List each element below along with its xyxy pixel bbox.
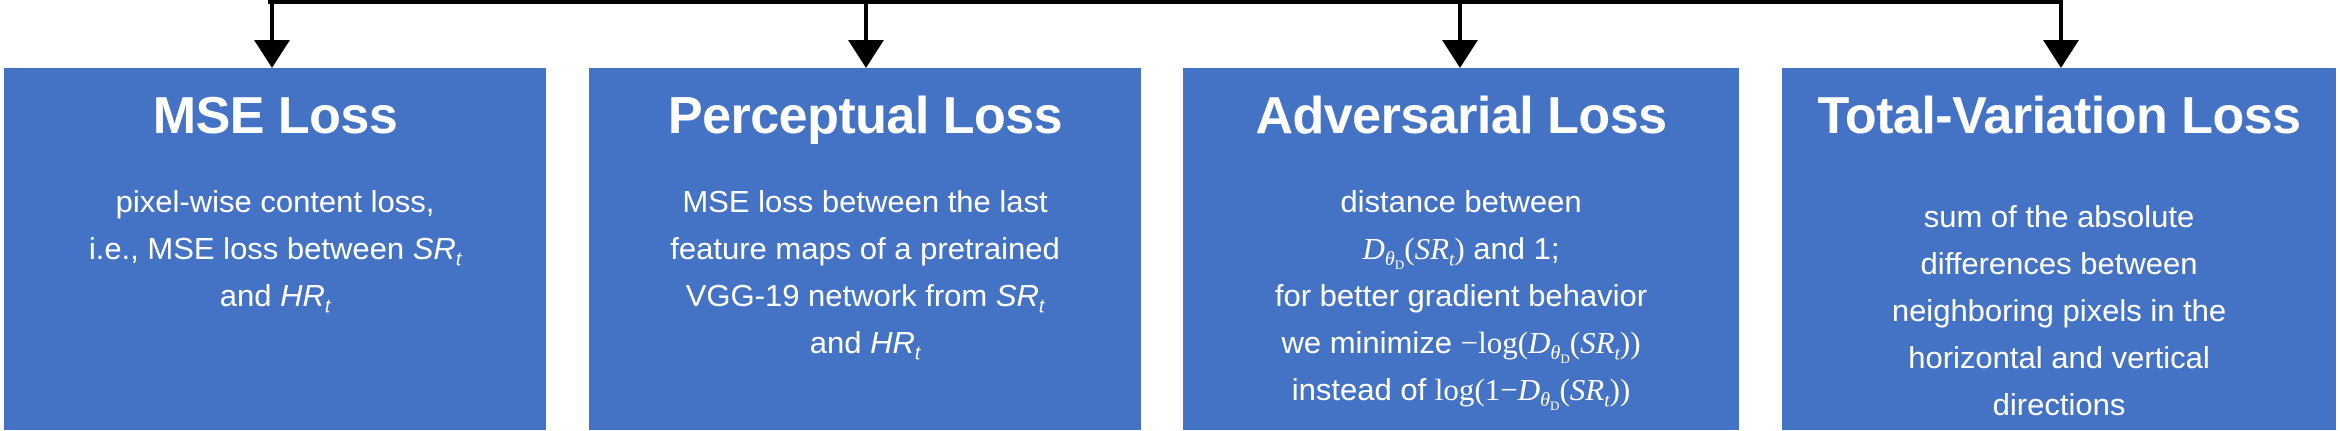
total-variation-loss-description: sum of the absolute differences between … — [1782, 193, 2336, 428]
math-sub-d: D — [1394, 256, 1405, 272]
total-variation-loss-box: Total-Variation Loss sum of the absolute… — [1782, 68, 2336, 430]
math-sub-d: D — [1550, 397, 1560, 413]
perceptual-line-2: feature maps of a pretrained — [670, 231, 1060, 266]
adversarial-line-2: DθD(SRt) and 1; — [1183, 225, 1739, 272]
total-variation-loss-title: Total-Variation Loss — [1817, 87, 2301, 145]
math-d: D — [1517, 372, 1541, 407]
perceptual-loss-description: MSE loss between the last feature maps o… — [589, 178, 1141, 366]
math-sub-t: t — [914, 343, 921, 365]
mse-loss-box: MSE Loss pixel-wise content loss, i.e., … — [4, 68, 546, 430]
math-lparen: ( — [1559, 372, 1570, 407]
perceptual-line-4-text: and — [809, 325, 871, 360]
perceptual-loss-box: Perceptual Loss MSE loss between the las… — [589, 68, 1141, 430]
math-rparen2: )) — [1619, 325, 1641, 360]
mse-line-2-text: i.e., MSE loss between — [88, 231, 413, 266]
tv-line-1: sum of the absolute — [1923, 199, 2195, 234]
math-sub-t: t — [455, 249, 462, 271]
math-sub-t: t — [324, 296, 331, 318]
math-minus-log: −log( — [1460, 325, 1529, 360]
mse-loss-title: MSE Loss — [152, 87, 398, 145]
mse-line-3: and HRt — [4, 272, 546, 319]
adversarial-line-1: distance between — [1340, 184, 1582, 219]
math-sr: SR — [1414, 231, 1450, 266]
math-sub-theta-d: θD — [1540, 389, 1560, 413]
adversarial-loss-box: Adversarial Loss distance between DθD(SR… — [1183, 68, 1739, 430]
math-lparen: ( — [1569, 325, 1581, 360]
tv-line-2: differences between — [1920, 246, 2198, 281]
tv-line-3: neighboring pixels in the — [1891, 293, 2227, 328]
arrowhead-total-variation — [2043, 40, 2079, 68]
adversarial-line-4: we minimize −log(DθD(SRt)) — [1183, 319, 1739, 366]
math-sr: SR — [1569, 372, 1605, 407]
perceptual-loss-title: Perceptual Loss — [667, 87, 1063, 145]
math-lparen: ( — [1404, 231, 1415, 266]
math-hr: HR — [280, 278, 325, 313]
math-sr: SR — [995, 278, 1039, 313]
math-sr: SR — [1580, 325, 1615, 360]
math-sub-t: t — [1604, 390, 1610, 412]
math-rparen: ) — [1454, 231, 1465, 266]
tv-line-4: horizontal and vertical — [1908, 340, 2210, 375]
perceptual-line-3: VGG-19 network from SRt — [589, 272, 1141, 319]
math-log1: log(1− — [1434, 372, 1518, 407]
perceptual-line-1: MSE loss between the last — [682, 184, 1048, 219]
math-expr-d-sr: DθD(SRt) — [1362, 231, 1465, 271]
math-d: D — [1362, 231, 1385, 266]
adversarial-line-5-text: instead of — [1291, 372, 1435, 407]
arrowhead-adversarial — [1442, 40, 1478, 68]
mse-line-2: i.e., MSE loss between SRt — [4, 225, 546, 272]
math-theta: θ — [1384, 248, 1395, 271]
adversarial-loss-title: Adversarial Loss — [1255, 87, 1667, 145]
perceptual-line-4: and HRt — [589, 319, 1141, 366]
math-d: D — [1528, 325, 1551, 360]
math-theta: θ — [1540, 389, 1551, 412]
mse-line-3-text: and — [219, 278, 281, 313]
math-rparen2: )) — [1609, 372, 1631, 407]
adversarial-line-4-text: we minimize — [1281, 325, 1461, 360]
adversarial-line-2-text: and 1; — [1464, 231, 1560, 266]
arrowhead-perceptual — [848, 40, 884, 68]
math-sub-theta-d: θD — [1384, 248, 1405, 272]
math-expr-log-one-minus: log(1−DθD(SRt)) — [1434, 372, 1631, 412]
mse-line-1: pixel-wise content loss, — [115, 184, 435, 219]
tv-line-5: directions — [1992, 387, 2126, 422]
math-theta: θ — [1550, 342, 1561, 365]
math-expr-neg-log: −log(DθD(SRt)) — [1460, 325, 1641, 365]
math-sr: SR — [412, 231, 456, 266]
math-sub-t: t — [1038, 296, 1045, 318]
math-sub-theta-d: θD — [1550, 342, 1570, 366]
mse-loss-description: pixel-wise content loss, i.e., MSE loss … — [4, 178, 546, 319]
adversarial-loss-description: distance between DθD(SRt) and 1; for bet… — [1183, 178, 1739, 413]
math-sub-d: D — [1560, 350, 1570, 366]
math-hr: HR — [870, 325, 915, 360]
math-sub-t: t — [1449, 249, 1455, 271]
perceptual-line-3-text: VGG-19 network from — [685, 278, 996, 313]
adversarial-line-3: for better gradient behavior — [1274, 278, 1648, 313]
adversarial-line-5: instead of log(1−DθD(SRt)) — [1183, 366, 1739, 413]
math-sub-t: t — [1614, 343, 1620, 365]
arrowhead-mse — [254, 40, 290, 68]
